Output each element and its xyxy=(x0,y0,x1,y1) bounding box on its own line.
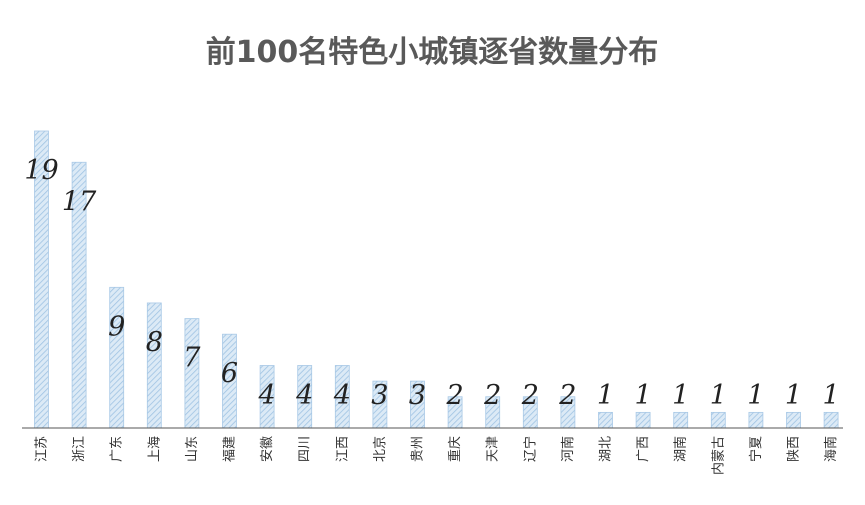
chart-title: 前100名特色小城镇逐省数量分布 xyxy=(206,35,659,70)
x-tick-label-广东: 广东 xyxy=(110,436,125,462)
value-label-广东: 9 xyxy=(108,311,125,342)
x-tick-label-宁夏: 宁夏 xyxy=(748,436,764,462)
value-label-福建: 6 xyxy=(221,358,238,389)
x-tick-label-上海: 上海 xyxy=(147,436,162,462)
value-label-湖南: 1 xyxy=(672,380,689,411)
value-label-天津: 2 xyxy=(483,380,501,411)
x-tick-label-安徽: 安徽 xyxy=(260,436,275,462)
bar-湖北 xyxy=(598,411,613,429)
value-label-江苏: 19 xyxy=(24,155,58,186)
bar-陕西 xyxy=(786,411,801,429)
value-label-海南: 1 xyxy=(823,380,840,411)
value-label-宁夏: 1 xyxy=(747,380,764,411)
value-label-重庆: 2 xyxy=(446,380,464,411)
x-tick-label-内蒙古: 内蒙古 xyxy=(710,436,726,475)
bar-广东 xyxy=(109,286,125,429)
bar-上海 xyxy=(146,302,162,429)
bars-group xyxy=(34,130,839,429)
x-tick-label-海南: 海南 xyxy=(823,436,839,462)
value-label-陕西: 1 xyxy=(785,380,802,411)
value-label-浙江: 17 xyxy=(62,186,97,217)
value-label-山东: 7 xyxy=(183,343,201,374)
value-label-广西: 1 xyxy=(635,380,652,411)
x-tick-label-湖北: 湖北 xyxy=(599,436,614,462)
bar-宁夏 xyxy=(748,411,764,429)
value-label-安徽: 4 xyxy=(258,380,276,411)
x-tick-label-福建: 福建 xyxy=(223,436,238,462)
x-tick-label-山东: 山东 xyxy=(185,436,200,462)
value-label-贵州: 3 xyxy=(409,380,426,411)
x-tick-labels-group: 江苏 浙江 广东 上海 山东 福建 安徽 四川 江西 北京 贵州 重庆 天津 辽宁 河南 湖北 广西 湖南 内蒙古 宁… xyxy=(34,436,840,475)
value-label-内蒙古: 1 xyxy=(710,380,727,411)
x-tick-label-湖南: 湖南 xyxy=(673,436,689,462)
value-label-江西: 4 xyxy=(333,380,351,411)
value-label-四川: 4 xyxy=(295,380,313,411)
x-tick-label-浙江: 浙江 xyxy=(72,436,87,462)
x-tick-label-辽宁: 辽宁 xyxy=(522,436,538,462)
x-tick-label-重庆: 重庆 xyxy=(447,436,463,462)
value-label-河南: 2 xyxy=(558,380,576,411)
value-label-湖北: 1 xyxy=(597,380,614,411)
value-label-北京: 3 xyxy=(371,380,388,411)
bar-海南 xyxy=(823,411,839,429)
x-tick-label-北京: 北京 xyxy=(373,436,388,462)
x-tick-label-江苏: 江苏 xyxy=(34,436,50,462)
bar-广西 xyxy=(635,411,651,429)
x-tick-label-广西: 广西 xyxy=(636,436,651,462)
x-tick-label-河南: 河南 xyxy=(560,436,576,462)
value-label-上海: 8 xyxy=(146,327,163,358)
x-tick-label-陕西: 陕西 xyxy=(787,436,802,462)
x-tick-label-贵州: 贵州 xyxy=(411,436,426,462)
x-tick-label-天津: 天津 xyxy=(486,436,501,462)
bar-内蒙古 xyxy=(710,411,726,429)
value-label-辽宁: 2 xyxy=(521,380,539,411)
bar-湖南 xyxy=(673,411,689,429)
x-tick-label-四川: 四川 xyxy=(298,436,313,462)
x-tick-label-江西: 江西 xyxy=(335,436,350,462)
